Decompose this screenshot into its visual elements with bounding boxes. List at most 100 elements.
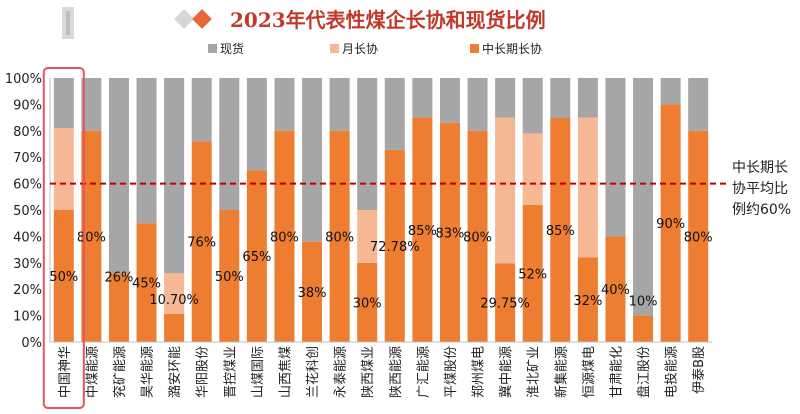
x-tick-label: 平煤股份 (444, 346, 459, 398)
bar-long-term (633, 315, 654, 342)
x-tick-label: 兖矿能源 (113, 346, 128, 398)
bar-monthly (495, 117, 516, 264)
x-tick-label: 山煤国际 (251, 346, 266, 398)
bar-monthly (53, 128, 74, 210)
x-tick-label: 电投能源 (664, 346, 680, 398)
data-label: 52% (518, 267, 547, 282)
bar-spot (219, 78, 240, 210)
x-axis: 中国神华 中煤能源 兖矿能源 昊华能源 潞安环能 华阳股份 晋控煤业 山煤国际 山西焦煤 兰花科创… (50, 341, 712, 398)
x-tick-label: 郑州煤电 (472, 346, 487, 398)
data-label: 65% (242, 250, 271, 265)
bar-long-term (605, 236, 626, 342)
y-tick-label: 0% (21, 336, 42, 351)
bar-spot (495, 78, 516, 118)
data-label: 76% (187, 236, 216, 251)
data-label: 80% (270, 230, 299, 245)
data-label: 10.70% (149, 293, 199, 308)
x-tick-label: 永泰能源 (334, 346, 349, 398)
data-label: 45% (132, 277, 161, 292)
data-label: 50% (215, 270, 244, 285)
y-tick-label: 20% (13, 283, 42, 298)
bar-long-term (164, 313, 185, 342)
bar-monthly (522, 133, 543, 205)
annotation-line-3: 例约60% (732, 202, 791, 218)
legend-label-spot: 现货 (220, 41, 244, 56)
title-diamond-icon (174, 9, 212, 29)
bar-spot (384, 78, 405, 150)
bar-spot (467, 78, 488, 131)
y-tick-label: 90% (13, 98, 42, 113)
data-label: 29.75% (480, 297, 530, 312)
x-tick-label: 昊华能源 (141, 346, 156, 398)
bar-long-term (412, 117, 433, 342)
bar-spot (108, 78, 129, 274)
bar-spot (274, 78, 295, 131)
bar-spot (605, 78, 626, 237)
bar-long-term (357, 262, 378, 342)
data-label: 80% (77, 230, 106, 245)
x-tick-label: 潞安环能 (168, 346, 183, 398)
y-tick-label: 70% (13, 151, 42, 166)
y-axis: 0% 10% 20% 30% 40% 50% 60% 70% 80% 90% 100% (5, 72, 51, 351)
x-tick-label: 华阳股份 (196, 346, 211, 398)
x-tick-label: 兰花科创 (305, 346, 321, 398)
bar-monthly (357, 210, 378, 263)
data-labels: 50% 80% 26%45%10.70% 76% 50% 65% 80% 38% 80% 30% 7… (49, 217, 712, 312)
bar-spot (246, 78, 267, 171)
x-tick-label: 广汇能源 (416, 346, 431, 398)
chart-title: 2023年代表性煤企长协和现货比例 (230, 8, 546, 32)
bar-spot (329, 78, 350, 131)
x-tick-label: 伊泰B股 (692, 346, 707, 394)
bar-spot (688, 78, 709, 131)
y-tick-label: 50% (13, 204, 42, 219)
data-label: 85% (408, 224, 437, 239)
x-tick-label: 冀中能源 (498, 346, 514, 398)
data-label: 38% (298, 286, 327, 301)
bar-long-term (522, 204, 543, 342)
highlight-group (42, 67, 85, 409)
legend-swatch-monthly (330, 44, 339, 53)
bar-spot (412, 78, 433, 118)
logo-placeholder (62, 7, 74, 39)
bar-long-term (550, 117, 571, 342)
x-tick-label: 山西焦煤 (278, 346, 293, 398)
bar-spot (357, 78, 378, 210)
bar-long-term (191, 141, 212, 342)
data-label: 32% (573, 294, 602, 309)
bar-long-term (136, 223, 157, 342)
bar-long-term (495, 263, 516, 342)
bar-long-term (302, 241, 323, 342)
bar-spot (136, 78, 157, 224)
annotation-line-1: 中长期长 (732, 160, 788, 176)
data-label: 85% (546, 224, 575, 239)
legend: 现货 月长协 中长期长协 (208, 41, 542, 56)
bars (53, 78, 709, 343)
highlight-box (42, 67, 85, 409)
bar-long-term (246, 170, 267, 342)
bar-spot (439, 78, 460, 123)
x-tick-label: 中煤能源 (85, 346, 100, 398)
bar-spot (53, 78, 74, 129)
data-label: 40% (601, 283, 630, 298)
bar-spot (550, 78, 571, 118)
data-label: 80% (325, 230, 354, 245)
bar-spot (633, 78, 654, 316)
data-label: 50% (49, 270, 78, 285)
bar-spot (302, 78, 323, 242)
x-tick-label: 甘肃能化 (609, 346, 624, 398)
bar-spot (81, 78, 102, 131)
bar-monthly (577, 117, 598, 258)
x-tick-label: 恒源煤电 (582, 346, 597, 398)
x-tick-label: 中国神华 (58, 346, 73, 398)
bar-spot (164, 78, 185, 274)
annotation: 中长期长 协平均比 例约60% (732, 160, 791, 218)
y-tick-label: 80% (13, 125, 42, 140)
legend-swatch-spot (208, 44, 217, 53)
data-label: 10% (629, 295, 658, 310)
legend-label-long: 中长期长协 (482, 41, 542, 56)
x-tick-label: 陕西能源 (389, 346, 404, 398)
bar-long-term (108, 273, 129, 342)
data-label: 30% (353, 296, 382, 311)
bar-spot (660, 78, 681, 105)
